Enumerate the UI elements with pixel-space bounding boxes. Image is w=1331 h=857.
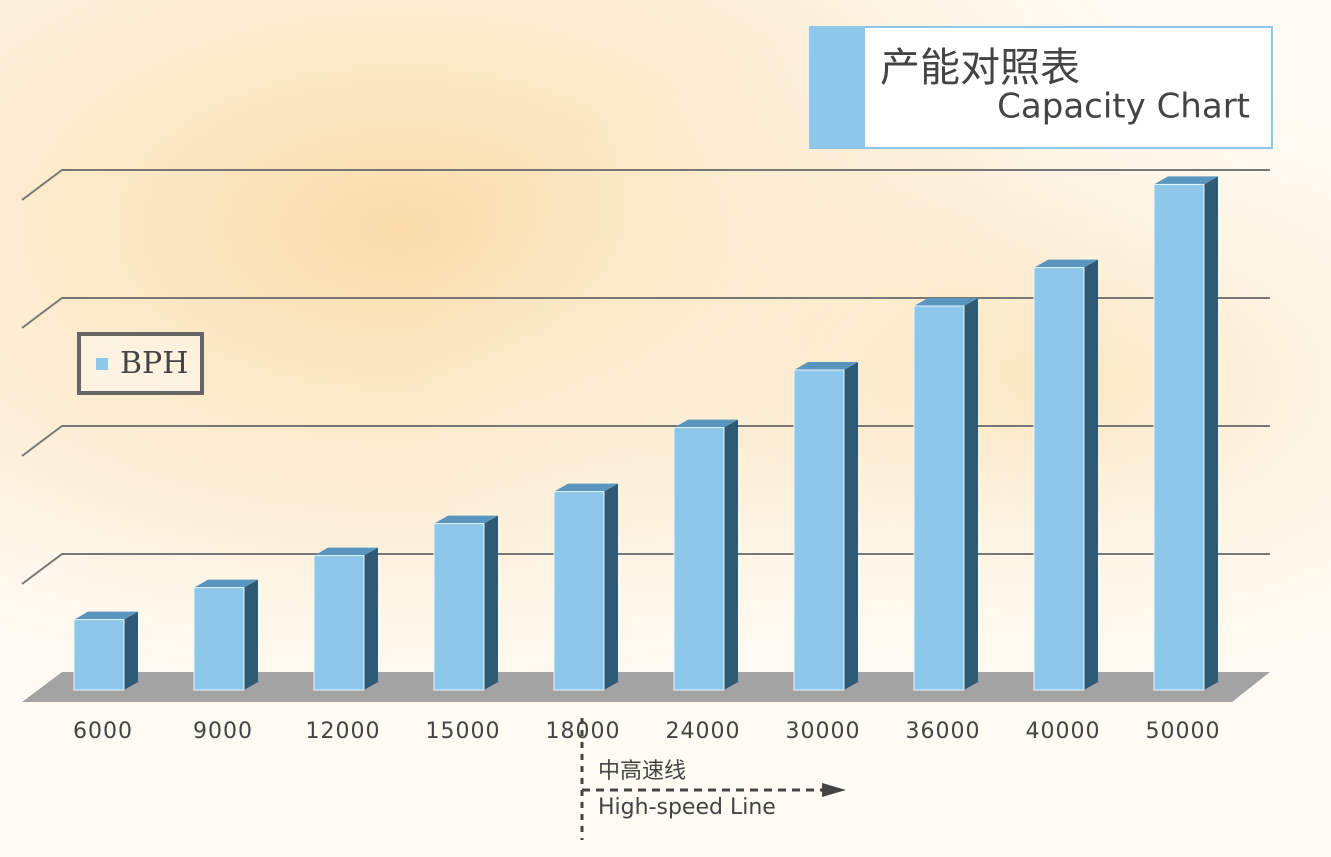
x-tick-label: 36000: [906, 719, 981, 744]
bar: [1033, 259, 1098, 691]
bar-side: [124, 611, 138, 690]
bar-top: [1154, 176, 1218, 185]
bar-front: [73, 619, 125, 691]
bar: [193, 579, 258, 691]
bar-front: [433, 523, 485, 691]
bar-front: [553, 491, 605, 691]
x-tick-label: 18000: [546, 719, 621, 744]
grid-line: [21, 553, 1270, 585]
bar-side: [364, 547, 378, 690]
bar: [73, 611, 138, 691]
bar-front: [313, 555, 365, 691]
bar-top: [914, 298, 978, 306]
chart-title: 产能对照表: [880, 45, 1080, 91]
bar-side: [964, 298, 978, 690]
bar-side: [844, 362, 858, 690]
bar-top: [194, 579, 258, 588]
bar-side: [244, 579, 258, 690]
annotation: 中高速线: [598, 759, 686, 784]
x-tick-label: 12000: [306, 719, 381, 744]
x-tick-label: 50000: [1146, 719, 1221, 744]
title-box: [809, 26, 1273, 149]
bar-front: [1033, 267, 1085, 691]
title-accent: [810, 27, 865, 148]
x-tick-label: 15000: [426, 719, 501, 744]
annotation: High-speed Line: [598, 795, 776, 820]
grid-line: [21, 425, 1270, 457]
bar-side: [604, 483, 618, 690]
x-tick-label: 6000: [73, 719, 133, 744]
bar-top: [314, 547, 378, 556]
bar: [793, 362, 858, 691]
bar: [433, 515, 498, 691]
grid-line: [21, 297, 1270, 329]
bar: [1153, 176, 1218, 691]
bar-side: [484, 515, 498, 690]
grid-line: [21, 169, 1270, 201]
bar-front: [913, 305, 965, 691]
bar-top: [434, 515, 498, 524]
bar-front: [793, 369, 845, 691]
bar-top: [74, 611, 138, 620]
x-tick-label: 30000: [786, 719, 861, 744]
x-tick-label: 24000: [666, 719, 741, 744]
bar-side: [1084, 259, 1098, 690]
bar-front: [1153, 183, 1205, 691]
bar: [313, 547, 378, 691]
x-tick-label: 40000: [1026, 719, 1101, 744]
bar: [553, 483, 618, 691]
bar-top: [794, 362, 858, 370]
x-tick-label: 9000: [193, 719, 253, 744]
legend-label: BPH: [120, 346, 188, 381]
bar: [913, 298, 978, 691]
bar-top: [674, 419, 738, 428]
bar: [673, 419, 738, 691]
bar-side: [724, 419, 738, 690]
bar-front: [193, 587, 245, 691]
chart-subtitle: Capacity Chart: [997, 87, 1250, 127]
bar-top: [1034, 259, 1098, 268]
bar-top: [554, 483, 618, 492]
bar-side: [1204, 176, 1218, 690]
legend-swatch: [96, 358, 108, 370]
annotation-arrowhead: [822, 783, 846, 797]
bar-front: [673, 427, 725, 691]
